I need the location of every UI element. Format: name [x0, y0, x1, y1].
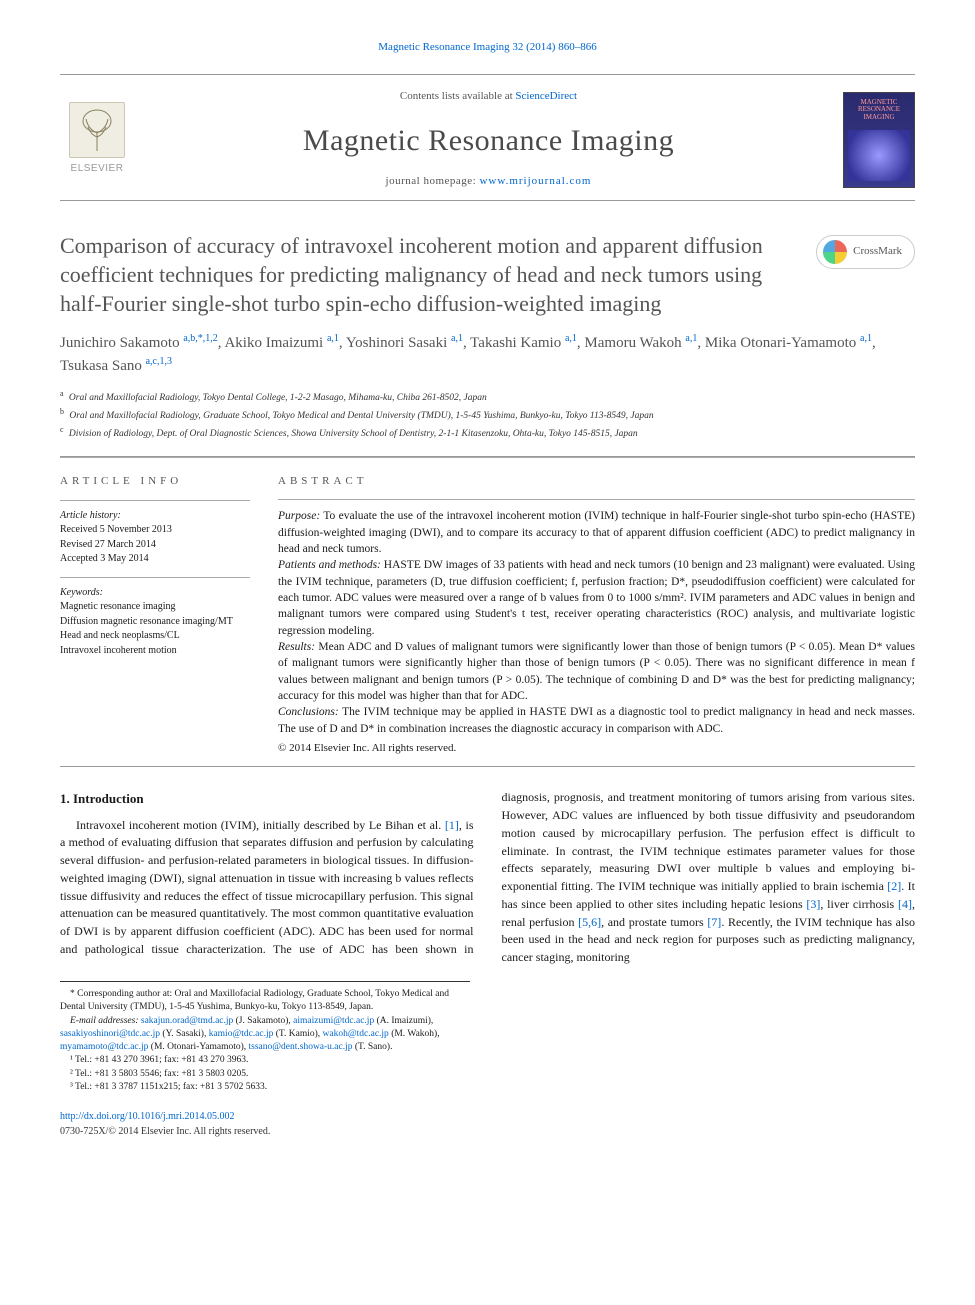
footer: http://dx.doi.org/10.1016/j.mri.2014.05.… — [60, 1110, 915, 1139]
article-info-column: ARTICLE INFO Article history: Received 5… — [60, 474, 250, 757]
abstract-patients: Patients and methods: HASTE DW images of… — [278, 557, 915, 639]
doi-link[interactable]: http://dx.doi.org/10.1016/j.mri.2014.05.… — [60, 1111, 235, 1122]
abstract-purpose: Purpose: To evaluate the use of the intr… — [278, 508, 915, 557]
journal-name: Magnetic Resonance Imaging — [154, 119, 823, 163]
body-text: Intravoxel incoherent motion (IVIM), ini… — [76, 818, 445, 832]
keywords-label: Keywords: — [60, 586, 250, 601]
ref-link[interactable]: [7] — [707, 915, 721, 929]
keyword-line: Magnetic resonance imaging — [60, 600, 250, 615]
top-citation: Magnetic Resonance Imaging 32 (2014) 860… — [60, 40, 915, 56]
homepage-link[interactable]: www.mrijournal.com — [479, 175, 591, 187]
email-who: (T. Kamio) — [276, 1029, 318, 1039]
history-line: Received 5 November 2013 — [60, 523, 250, 538]
divider — [60, 766, 915, 767]
corresponding-author: * Corresponding author at: Oral and Maxi… — [60, 988, 470, 1015]
email-link[interactable]: aimaizumi@tdc.ac.jp — [293, 1016, 374, 1026]
affiliations: a Oral and Maxillofacial Radiology, Toky… — [60, 388, 915, 442]
journal-homepage: journal homepage: www.mrijournal.com — [154, 174, 823, 190]
email-link[interactable]: sasakiyoshinori@tdc.ac.jp — [60, 1029, 160, 1039]
body-columns: 1. Introduction Intravoxel incoherent mo… — [60, 789, 915, 967]
email-who: (J. Sakamoto) — [236, 1016, 289, 1026]
email-who: (Y. Sasaki) — [162, 1029, 204, 1039]
ref-link[interactable]: [3] — [806, 897, 820, 911]
footer-left: http://dx.doi.org/10.1016/j.mri.2014.05.… — [60, 1110, 270, 1139]
abstract-heading: ABSTRACT — [278, 474, 915, 490]
ref-link[interactable]: [2] — [887, 879, 901, 893]
history-line: Accepted 3 May 2014 — [60, 552, 250, 567]
abstract-results: Results: Mean ADC and D values of malign… — [278, 639, 915, 704]
keyword-line: Head and neck neoplasms/CL — [60, 629, 250, 644]
history-line: Revised 27 March 2014 — [60, 538, 250, 553]
tel-line: ¹ Tel.: +81 43 270 3961; fax: +81 43 270… — [60, 1054, 470, 1067]
email-addresses: E-mail addresses: sakajun.orad@tmd.ac.jp… — [60, 1015, 470, 1055]
crossmark-badge[interactable]: CrossMark — [816, 235, 915, 269]
abstract-column: ABSTRACT Purpose: To evaluate the use of… — [278, 474, 915, 757]
abstract-conclusions: Conclusions: The IVIM technique may be a… — [278, 704, 915, 737]
crossmark-icon — [823, 240, 847, 264]
email-label: E-mail addresses: — [70, 1016, 139, 1026]
ref-link[interactable]: [1] — [445, 818, 459, 832]
elsevier-tree-icon — [69, 102, 125, 158]
affiliation-line: b Oral and Maxillofacial Radiology, Grad… — [60, 406, 915, 424]
keyword-line: Diffusion magnetic resonance imaging/MT — [60, 615, 250, 630]
conclusions-text: The IVIM technique may be applied in HAS… — [278, 706, 915, 734]
body-text: , liver cirrhosis — [820, 897, 898, 911]
email-link[interactable]: myamamoto@tdc.ac.jp — [60, 1042, 148, 1052]
conclusions-label: Conclusions: — [278, 706, 339, 718]
authors-line: Junichiro Sakamoto a,b,*,1,2, Akiko Imai… — [60, 332, 915, 378]
tel-line: ³ Tel.: +81 3 3787 1151x215; fax: +81 3 … — [60, 1081, 470, 1094]
results-text: Mean ADC and D values of malignant tumor… — [278, 641, 915, 702]
affiliation-line: a Oral and Maxillofacial Radiology, Toky… — [60, 388, 915, 406]
crossmark-label: CrossMark — [853, 244, 902, 260]
tel-line: ² Tel.: +81 3 5803 5546; fax: +81 3 5803… — [60, 1068, 470, 1081]
contents-prefix: Contents lists available at — [400, 90, 515, 102]
section-heading: 1. Introduction — [60, 789, 474, 808]
body-paragraph: Intravoxel incoherent motion (IVIM), ini… — [60, 789, 915, 967]
elsevier-brand-text: ELSEVIER — [71, 162, 124, 177]
divider — [60, 577, 250, 578]
email-link[interactable]: tssano@dent.showa-u.ac.jp — [249, 1042, 353, 1052]
article-history: Article history: Received 5 November 201… — [60, 509, 250, 567]
purpose-text: To evaluate the use of the intravoxel in… — [278, 510, 915, 555]
email-who: (M. Otonari-Yamamoto) — [151, 1042, 244, 1052]
purpose-label: Purpose: — [278, 510, 320, 522]
journal-cover-thumbnail: MAGNETIC RESONANCE IMAGING — [843, 92, 915, 188]
body-text: , and prostate tumors — [601, 915, 707, 929]
title-block: Comparison of accuracy of intravoxel inc… — [60, 231, 915, 318]
elsevier-logo: ELSEVIER — [60, 94, 134, 186]
footnotes: * Corresponding author at: Oral and Maxi… — [60, 981, 470, 1094]
email-who: (A. Imaizumi) — [377, 1016, 431, 1026]
contents-line: Contents lists available at ScienceDirec… — [154, 89, 823, 105]
abstract-copyright: © 2014 Elsevier Inc. All rights reserved… — [278, 741, 915, 757]
email-link[interactable]: sakajun.orad@tmd.ac.jp — [141, 1016, 233, 1026]
email-link[interactable]: kamio@tdc.ac.jp — [209, 1029, 274, 1039]
results-label: Results: — [278, 641, 315, 653]
cover-title: MAGNETIC RESONANCE IMAGING — [848, 99, 910, 122]
ref-link[interactable]: [5,6] — [578, 915, 601, 929]
cover-image-icon — [848, 130, 910, 181]
divider — [60, 500, 250, 501]
email-who: (T. Sano) — [355, 1042, 390, 1052]
divider — [60, 200, 915, 201]
history-label: Article history: — [60, 509, 250, 524]
issn-copyright: 0730-725X/© 2014 Elsevier Inc. All right… — [60, 1126, 270, 1137]
patients-label: Patients and methods: — [278, 559, 381, 571]
masthead: ELSEVIER Contents lists available at Sci… — [60, 75, 915, 200]
article-info-heading: ARTICLE INFO — [60, 474, 250, 490]
ref-link[interactable]: [4] — [898, 897, 912, 911]
keywords-block: Keywords: Magnetic resonance imagingDiff… — [60, 586, 250, 659]
article-title: Comparison of accuracy of intravoxel inc… — [60, 231, 796, 318]
email-link[interactable]: wakoh@tdc.ac.jp — [323, 1029, 389, 1039]
divider — [278, 499, 915, 500]
homepage-prefix: journal homepage: — [386, 175, 480, 187]
masthead-center: Contents lists available at ScienceDirec… — [134, 89, 843, 190]
email-who: (M. Wakoh) — [391, 1029, 437, 1039]
sciencedirect-link[interactable]: ScienceDirect — [515, 90, 577, 102]
affiliation-line: c Division of Radiology, Dept. of Oral D… — [60, 424, 915, 442]
keyword-line: Intravoxel incoherent motion — [60, 644, 250, 659]
citation-link[interactable]: Magnetic Resonance Imaging 32 (2014) 860… — [378, 41, 596, 53]
info-abstract-row: ARTICLE INFO Article history: Received 5… — [60, 457, 915, 757]
